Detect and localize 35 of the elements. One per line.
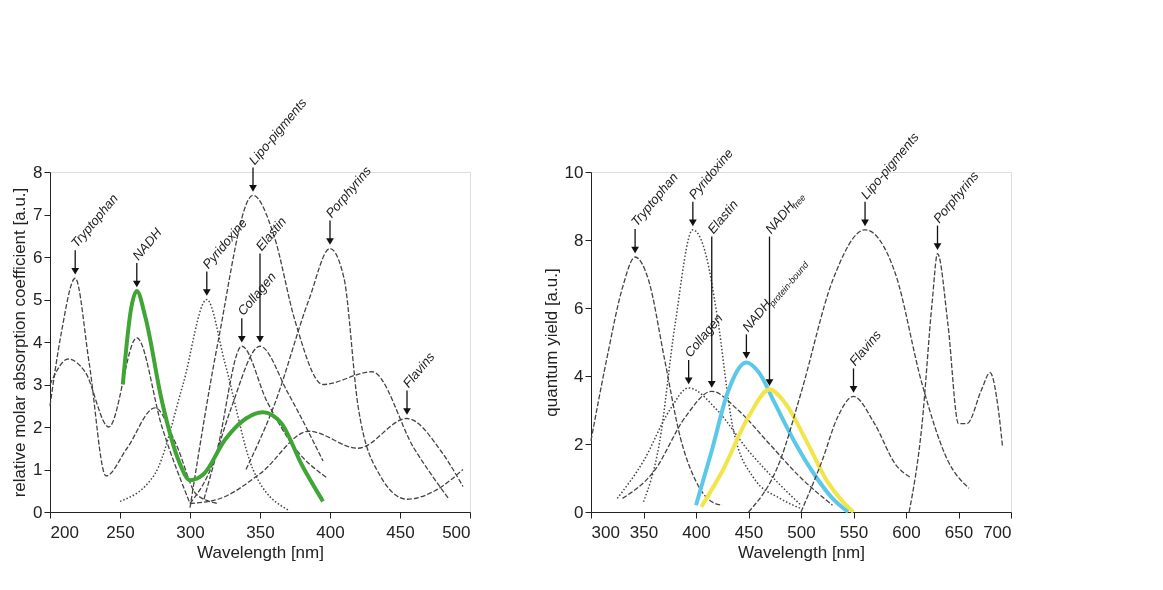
- x-tick-label: 350: [629, 522, 659, 542]
- y-tick-label: 3: [33, 375, 43, 394]
- y-tick-label: 5: [33, 290, 43, 309]
- x-tick-label: 650: [944, 522, 974, 542]
- x-tick-label: 400: [682, 522, 711, 542]
- y-axis-title: relative molar absorption coefficient [a.u.]: [10, 187, 30, 498]
- y-axis-title: quantum yield [a.u.]: [541, 268, 561, 417]
- x-tick-label: 250: [106, 522, 135, 542]
- x-tick-label: 500: [787, 522, 816, 542]
- x-tick-label: 350: [246, 522, 275, 542]
- x-tick-label: 300: [591, 522, 620, 542]
- x-tick-label: 200: [50, 522, 79, 542]
- y-tick-label: 2: [574, 434, 584, 454]
- y-tick-label: 6: [33, 247, 43, 267]
- x-tick-label: 400: [316, 522, 345, 542]
- x-axis-title: Wavelength [nm]: [197, 542, 324, 562]
- y-tick-label: 0: [574, 502, 584, 522]
- y-tick-label: 0: [33, 502, 43, 522]
- y-tick-label: 7: [33, 205, 43, 224]
- x-tick-label: 300: [176, 522, 205, 542]
- x-tick-label: 500: [442, 522, 471, 542]
- y-tick-label: 6: [574, 298, 584, 318]
- y-tick-label: 4: [33, 332, 43, 352]
- x-tick-label: 700: [983, 522, 1012, 542]
- x-tick-label: 600: [892, 522, 921, 542]
- y-tick-label: 8: [33, 162, 43, 182]
- y-tick-label: 4: [574, 366, 584, 386]
- x-tick-label: 450: [386, 522, 415, 542]
- y-tick-label: 1: [33, 460, 43, 479]
- y-tick-label: 10: [564, 162, 584, 182]
- y-tick-label: 2: [33, 417, 43, 437]
- x-tick-label: 550: [839, 522, 869, 542]
- x-axis-title: Wavelength [nm]: [738, 542, 865, 562]
- y-tick-label: 8: [574, 230, 584, 250]
- x-tick-label: 450: [734, 522, 764, 542]
